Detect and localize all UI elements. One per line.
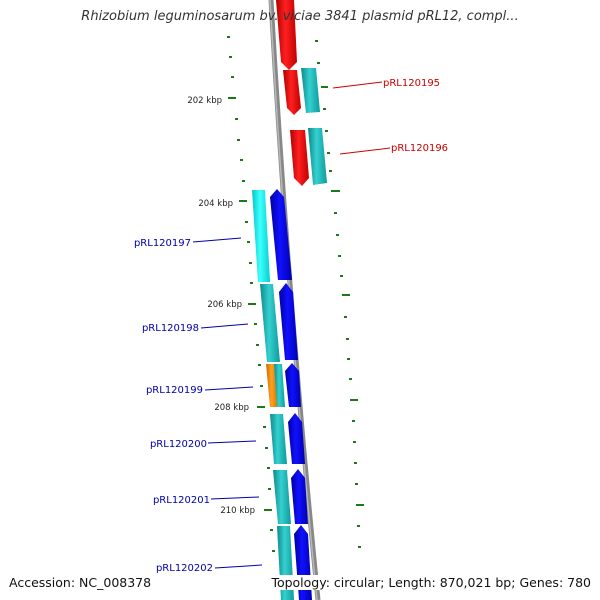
length-value: 870,021 bp	[439, 575, 512, 590]
gene-label-pRL120198[interactable]: pRL120198	[142, 323, 199, 334]
genes-label: Genes:	[519, 575, 564, 590]
gene-pRL120199[interactable]	[266, 363, 301, 407]
gene-pRL120194[interactable]	[276, 0, 297, 70]
gene-pRL120200[interactable]	[270, 413, 305, 464]
gene-label-pRL120197[interactable]: pRL120197	[134, 238, 191, 249]
scale-label-208: 208 kbp	[214, 403, 249, 413]
gene-label-pRL120199[interactable]: pRL120199	[146, 385, 203, 396]
length-label: Length:	[388, 575, 436, 590]
scale-label-202: 202 kbp	[187, 96, 222, 106]
topology-value: circular	[333, 575, 381, 590]
scale-label-204: 204 kbp	[198, 199, 233, 209]
gene-label-pRL120196[interactable]: pRL120196	[391, 143, 448, 154]
accession-value: NC_008378	[79, 575, 152, 590]
left-tick-marks	[227, 36, 275, 552]
map-title: Rhizobium leguminosarum bv. viciae 3841 …	[81, 9, 519, 24]
gene-label-pRL120202[interactable]: pRL120202	[156, 563, 213, 574]
gene-label-pRL120200[interactable]: pRL120200	[150, 439, 207, 450]
gene-label-pRL120195[interactable]: pRL120195	[383, 78, 440, 89]
genes-value: 780	[567, 575, 591, 590]
accession-label: Accession:	[9, 575, 76, 590]
scale-label-206: 206 kbp	[207, 300, 242, 310]
topology-label: Topology:	[271, 575, 330, 590]
gene-pRL120197[interactable]	[252, 189, 292, 282]
gene-label-pRL120201[interactable]: pRL120201	[153, 495, 210, 506]
scale-label-210: 210 kbp	[220, 506, 255, 516]
gene-pRL120196[interactable]	[290, 128, 327, 186]
gene-pRL120195[interactable]	[283, 68, 320, 115]
accession-info: Accession: NC_008378	[9, 575, 151, 590]
sequence-info: Topology: circular; Length: 870,021 bp; …	[271, 575, 591, 590]
gene-pRL120201[interactable]	[273, 469, 308, 524]
right-tick-marks	[315, 40, 364, 548]
gene-pRL120198[interactable]	[260, 283, 298, 362]
